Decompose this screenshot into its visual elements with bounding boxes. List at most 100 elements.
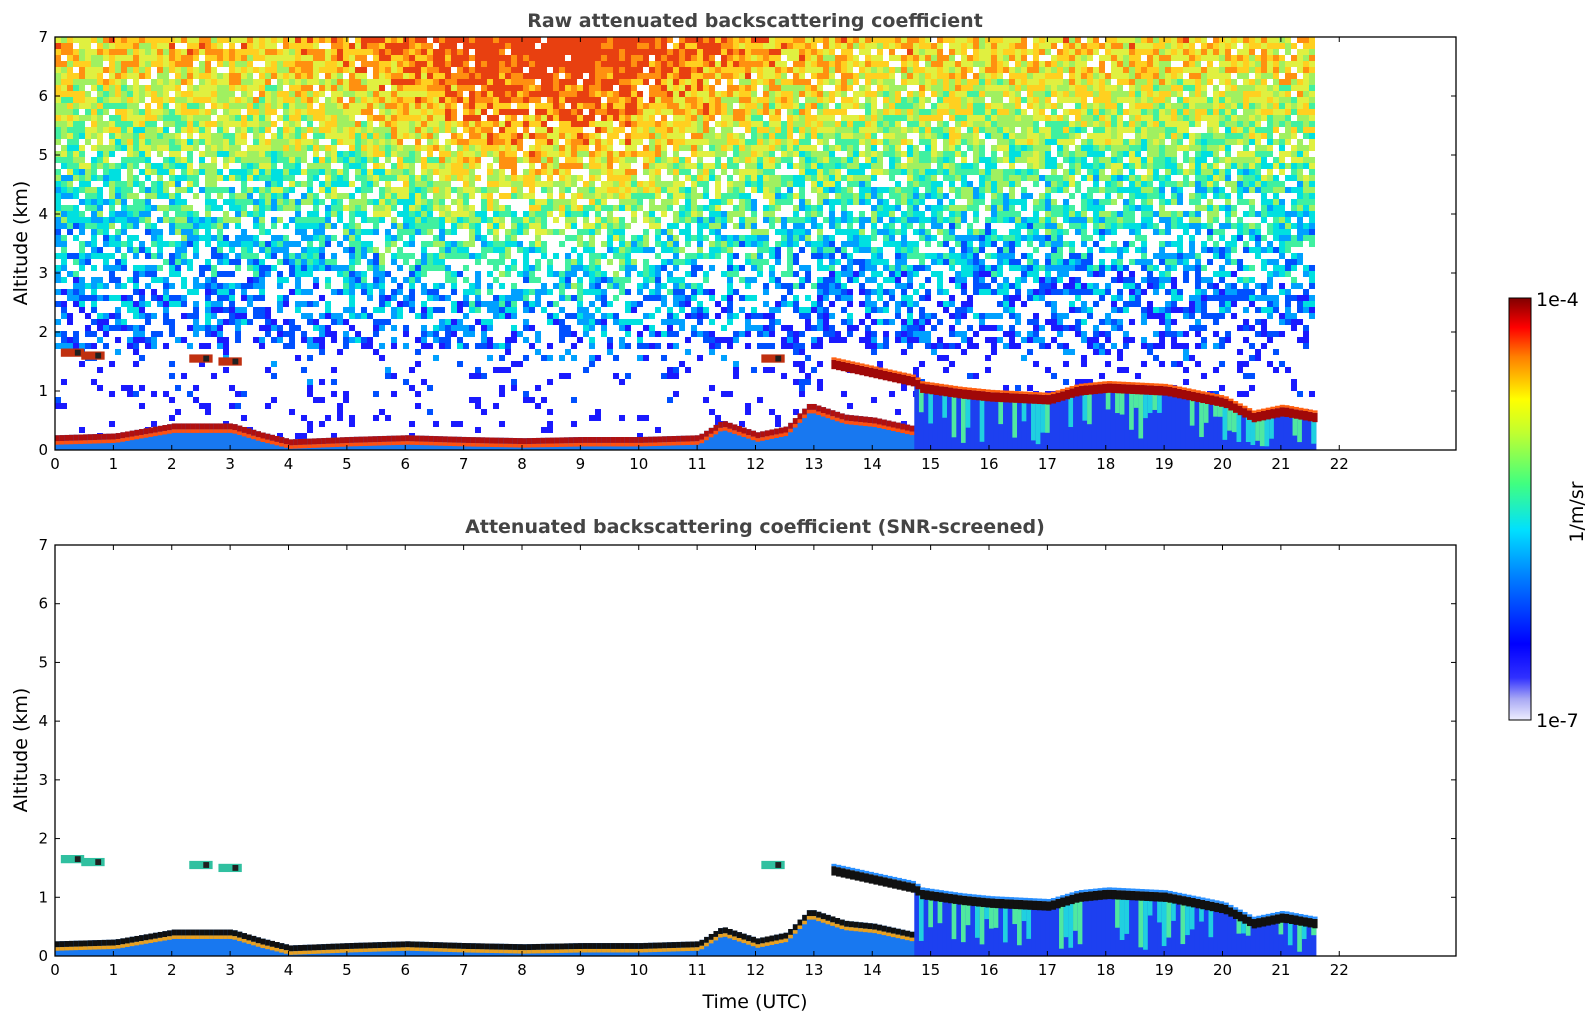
raw-noise-cell	[727, 283, 733, 289]
raw-noise-cell	[535, 295, 541, 301]
raw-noise-cell	[391, 373, 397, 379]
raw-noise-cell	[697, 211, 703, 217]
raw-noise-cell	[325, 55, 331, 61]
raw-noise-cell	[409, 205, 415, 211]
raw-noise-cell	[343, 397, 349, 403]
raw-noise-cell	[523, 133, 529, 139]
raw-noise-cell	[283, 127, 289, 133]
raw-noise-cell	[151, 295, 157, 301]
raw-noise-cell	[97, 115, 103, 121]
raw-noise-cell	[775, 145, 781, 151]
raw-noise-cell	[613, 115, 619, 121]
raw-noise-cell	[307, 79, 313, 85]
raw-noise-cell	[709, 319, 715, 325]
raw-noise-cell	[409, 91, 415, 97]
raw-noise-cell	[649, 91, 655, 97]
raw-noise-cell	[415, 127, 421, 133]
raw-noise-cell	[361, 43, 367, 49]
raw-noise-cell	[211, 235, 217, 241]
raw-noise-cell	[61, 157, 67, 163]
raw-noise-cell	[343, 37, 349, 43]
raw-noise-cell	[445, 79, 451, 85]
raw-noise-cell	[721, 217, 727, 223]
raw-noise-cell	[259, 151, 265, 157]
raw-noise-cell	[703, 121, 709, 127]
raw-noise-cell	[613, 319, 619, 325]
raw-noise-cell	[61, 331, 67, 337]
raw-noise-cell	[487, 91, 493, 97]
raw-noise-cell	[265, 367, 271, 373]
raw-noise-cell	[571, 271, 577, 277]
raw-noise-cell	[307, 211, 313, 217]
raw-noise-cell	[397, 79, 403, 85]
raw-noise-cell	[565, 223, 571, 229]
raw-noise-cell	[79, 157, 85, 163]
raw-noise-cell	[625, 277, 631, 283]
raw-noise-cell	[727, 319, 733, 325]
raw-noise-cell	[97, 127, 103, 133]
raw-noise-cell	[577, 109, 583, 115]
raw-noise-cell	[217, 37, 223, 43]
raw-noise-cell	[379, 409, 385, 415]
raw-noise-cell	[601, 289, 607, 295]
raw-noise-cell	[313, 109, 319, 115]
raw-noise-cell	[181, 223, 187, 229]
raw-noise-cell	[265, 307, 271, 313]
raw-noise-cell	[475, 121, 481, 127]
raw-noise-cell	[283, 175, 289, 181]
raw-noise-cell	[697, 205, 703, 211]
raw-noise-cell	[469, 223, 475, 229]
raw-noise-cell	[595, 43, 601, 49]
raw-noise-cell	[451, 187, 457, 193]
raw-noise-cell	[175, 409, 181, 415]
raw-noise-cell	[529, 133, 535, 139]
raw-noise-cell	[667, 73, 673, 79]
raw-noise-cell	[73, 295, 79, 301]
raw-noise-cell	[265, 127, 271, 133]
raw-noise-cell	[421, 115, 427, 121]
raw-noise-cell	[733, 91, 739, 97]
raw-noise-cell	[745, 217, 751, 223]
raw-noise-cell	[565, 73, 571, 79]
raw-noise-cell	[379, 271, 385, 277]
raw-noise-cell	[217, 259, 223, 265]
raw-noise-cell	[751, 145, 757, 151]
raw-noise-cell	[637, 433, 643, 439]
raw-noise-cell	[205, 193, 211, 199]
raw-noise-cell	[67, 61, 73, 67]
raw-noise-cell	[79, 301, 85, 307]
raw-noise-cell	[217, 61, 223, 67]
raw-noise-cell	[409, 61, 415, 67]
raw-noise-cell	[403, 205, 409, 211]
raw-noise-cell	[751, 211, 757, 217]
raw-noise-cell	[469, 373, 475, 379]
raw-noise-cell	[115, 187, 121, 193]
raw-noise-cell	[523, 97, 529, 103]
raw-noise-cell	[409, 109, 415, 115]
raw-noise-cell	[547, 43, 553, 49]
raw-noise-cell	[619, 325, 625, 331]
raw-noise-cell	[175, 247, 181, 253]
raw-noise-cell	[247, 169, 253, 175]
raw-noise-cell	[463, 49, 469, 55]
raw-noise-cell	[115, 115, 121, 121]
raw-noise-cell	[523, 355, 529, 361]
raw-noise-cell	[265, 313, 271, 319]
raw-noise-cell	[589, 325, 595, 331]
raw-noise-cell	[301, 367, 307, 373]
raw-noise-cell	[499, 37, 505, 43]
raw-noise-cell	[385, 295, 391, 301]
raw-noise-cell	[145, 85, 151, 91]
raw-noise-cell	[595, 253, 601, 259]
raw-noise-cell	[67, 145, 73, 151]
raw-noise-cell	[313, 91, 319, 97]
raw-noise-cell	[499, 163, 505, 169]
raw-noise-cell	[355, 151, 361, 157]
raw-noise-cell	[697, 319, 703, 325]
raw-noise-cell	[151, 169, 157, 175]
raw-noise-cell	[643, 61, 649, 67]
raw-noise-cell	[589, 205, 595, 211]
raw-noise-cell	[511, 91, 517, 97]
raw-noise-cell	[583, 163, 589, 169]
raw-noise-cell	[241, 283, 247, 289]
